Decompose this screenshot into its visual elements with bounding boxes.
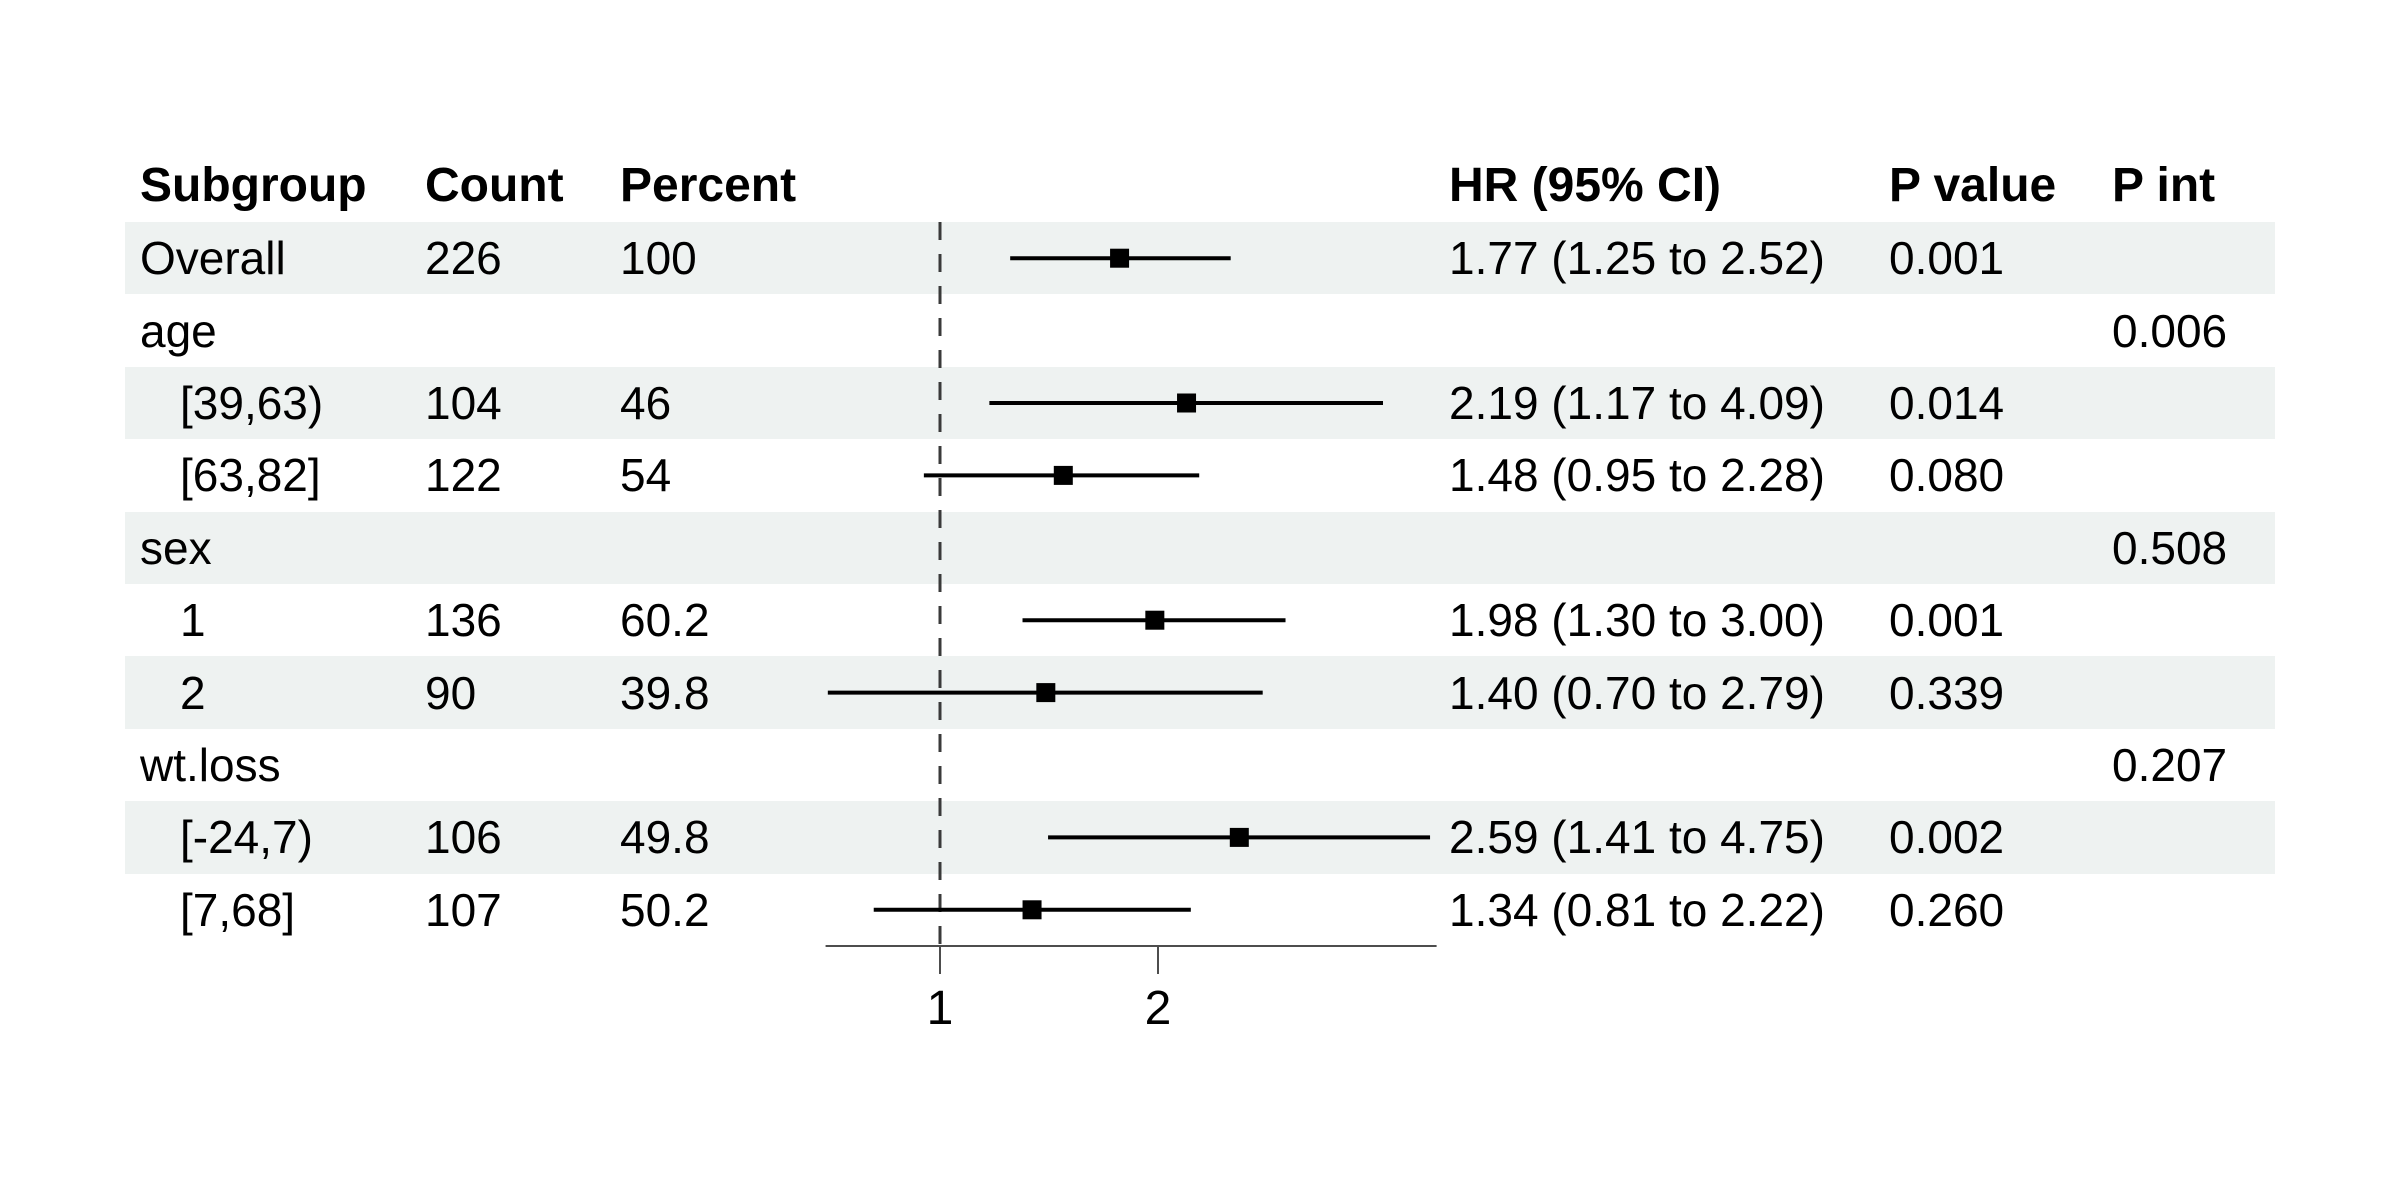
count-cell: 122: [425, 449, 502, 502]
subgroup-cell: [7,68]: [180, 883, 296, 936]
subgroup-cell: [-24,7): [180, 811, 313, 864]
p-int-cell: 0.207: [2112, 738, 2228, 791]
p-value-cell: 0.014: [1889, 376, 2005, 429]
table-row: [7,68] 107 50.2 1.34 (0.81 to 2.22) 0.260: [0, 874, 2400, 946]
hr-ci-cell: 1.34 (0.81 to 2.22): [1449, 883, 1825, 936]
percent-cell: 54: [620, 449, 672, 502]
p-value-cell: 0.001: [1889, 232, 2005, 285]
subgroup-cell: [63,82]: [180, 449, 321, 502]
header-p-int: P int: [2112, 159, 2216, 212]
header-percent: Percent: [620, 159, 797, 212]
p-int-cell: 0.508: [2112, 521, 2228, 574]
axis-tick-label: 2: [1145, 982, 1172, 1035]
header-p-value: P value: [1889, 159, 2057, 212]
table-header: Subgroup Count Percent HR (95% CI) P val…: [0, 150, 2400, 222]
hr-ci-cell: 1.98 (1.30 to 3.00): [1449, 594, 1825, 647]
header-subgroup: Subgroup: [140, 159, 367, 212]
p-value-cell: 0.001: [1889, 594, 2005, 647]
p-value-cell: 0.080: [1889, 449, 2005, 502]
percent-cell: 50.2: [620, 883, 710, 936]
point-estimate: [1177, 393, 1197, 413]
count-cell: 107: [425, 883, 502, 936]
point-estimate: [1036, 683, 1056, 703]
point-estimate: [1022, 900, 1042, 920]
header-hr-ci: HR (95% CI): [1449, 159, 1722, 212]
p-int-cell: 0.006: [2112, 304, 2228, 357]
subgroup-cell: sex: [140, 521, 212, 574]
table-row: 1 136 60.2 1.98 (1.30 to 3.00) 0.001: [0, 584, 2400, 656]
hr-ci-cell: 1.48 (0.95 to 2.28): [1449, 449, 1825, 502]
table-row: age 0.006: [0, 294, 2400, 366]
table-row: [-24,7) 106 49.8 2.59 (1.41 to 4.75) 0.002: [0, 801, 2400, 874]
p-value-cell: 0.260: [1889, 883, 2005, 936]
count-cell: 90: [425, 666, 477, 719]
subgroup-cell: 2: [180, 666, 206, 719]
point-estimate: [1229, 827, 1249, 847]
p-value-cell: 0.002: [1889, 811, 2005, 864]
count-cell: 136: [425, 594, 502, 647]
subgroup-cell: [39,63): [180, 376, 324, 429]
table-row: wt.loss 0.207: [0, 729, 2400, 801]
axis-tick-label: 1: [927, 982, 954, 1035]
count-cell: 226: [425, 232, 502, 285]
p-value-cell: 0.339: [1889, 666, 2005, 719]
percent-cell: 46: [620, 376, 672, 429]
header-count: Count: [425, 159, 564, 212]
table-row: [63,82] 122 54 1.48 (0.95 to 2.28) 0.080: [0, 439, 2400, 511]
hr-ci-cell: 1.77 (1.25 to 2.52): [1449, 232, 1825, 285]
hr-ci-cell: 2.19 (1.17 to 4.09): [1449, 376, 1825, 429]
subgroup-cell: age: [140, 304, 217, 357]
point-estimate: [1053, 465, 1073, 485]
percent-cell: 60.2: [620, 594, 710, 647]
percent-cell: 100: [620, 232, 697, 285]
subgroup-cell: Overall: [140, 232, 286, 285]
count-cell: 106: [425, 811, 502, 864]
percent-cell: 39.8: [620, 666, 710, 719]
subgroup-cell: 1: [180, 594, 206, 647]
hr-ci-cell: 1.40 (0.70 to 2.79): [1449, 666, 1825, 719]
row-stripe: [125, 511, 2275, 584]
count-cell: 104: [425, 376, 502, 429]
hr-ci-cell: 2.59 (1.41 to 4.75): [1449, 811, 1825, 864]
point-estimate: [1110, 248, 1130, 268]
percent-cell: 49.8: [620, 811, 710, 864]
table-row: sex 0.508: [0, 511, 2400, 584]
point-estimate: [1145, 610, 1165, 630]
subgroup-cell: wt.loss: [140, 738, 281, 791]
